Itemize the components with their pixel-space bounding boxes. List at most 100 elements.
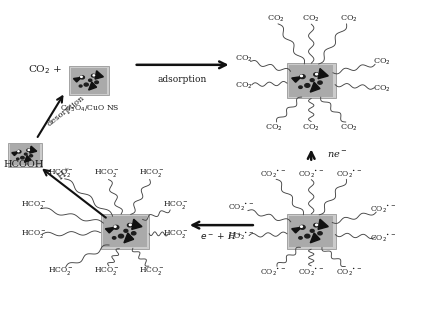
Circle shape (93, 75, 95, 76)
Circle shape (300, 225, 305, 229)
Circle shape (18, 151, 19, 152)
Text: CO$_2$$^{\bullet-}$: CO$_2$$^{\bullet-}$ (336, 266, 362, 278)
Polygon shape (124, 233, 134, 243)
Text: CO$_2$: CO$_2$ (235, 53, 253, 64)
Circle shape (114, 226, 116, 227)
Circle shape (80, 76, 85, 79)
Text: HCO$_2^-$: HCO$_2^-$ (94, 168, 120, 180)
Text: desorption: desorption (46, 94, 87, 128)
Circle shape (318, 232, 322, 235)
FancyBboxPatch shape (287, 63, 336, 99)
Text: CO$_2$: CO$_2$ (340, 122, 358, 133)
Circle shape (84, 83, 88, 86)
Circle shape (316, 73, 318, 75)
Polygon shape (310, 82, 320, 92)
Polygon shape (89, 82, 97, 90)
Text: CO$_2$: CO$_2$ (373, 56, 391, 67)
Text: Co$_3$O$_4$/CuO NS: Co$_3$O$_4$/CuO NS (60, 103, 119, 114)
Circle shape (299, 237, 302, 239)
Text: HCO$_2^-$: HCO$_2^-$ (163, 200, 189, 212)
Text: CO$_2$$^{\bullet-}$: CO$_2$$^{\bullet-}$ (336, 168, 362, 180)
Circle shape (127, 223, 132, 227)
Polygon shape (318, 219, 328, 229)
FancyBboxPatch shape (289, 216, 333, 247)
Text: CO$_2$$^{\bullet-}$: CO$_2$$^{\bullet-}$ (370, 232, 396, 244)
Circle shape (314, 223, 319, 227)
Text: CO$_2$$^{\bullet-}$: CO$_2$$^{\bullet-}$ (228, 202, 254, 213)
Polygon shape (73, 77, 81, 82)
Polygon shape (292, 77, 301, 82)
FancyBboxPatch shape (289, 65, 333, 97)
Circle shape (29, 155, 32, 157)
Circle shape (113, 225, 119, 229)
Circle shape (314, 73, 319, 76)
Circle shape (316, 224, 318, 225)
Polygon shape (12, 152, 18, 156)
Circle shape (92, 74, 95, 77)
Polygon shape (132, 219, 142, 229)
Text: CO$_2$: CO$_2$ (340, 13, 358, 24)
FancyBboxPatch shape (10, 144, 40, 166)
Text: CO$_2$: CO$_2$ (373, 84, 391, 94)
Text: HCO$_2^-$: HCO$_2^-$ (21, 229, 47, 241)
Polygon shape (292, 227, 301, 233)
Circle shape (305, 84, 310, 87)
Text: CO$_2$$^{\bullet-}$: CO$_2$$^{\bullet-}$ (260, 266, 287, 278)
FancyBboxPatch shape (101, 214, 150, 249)
Circle shape (79, 85, 82, 87)
Circle shape (95, 81, 98, 84)
Text: CO$_2$ +: CO$_2$ + (28, 63, 62, 76)
Text: CO$_2$: CO$_2$ (267, 13, 285, 24)
Circle shape (300, 75, 303, 77)
Polygon shape (24, 156, 31, 162)
Text: $e^-$ + H$^+$: $e^-$ + H$^+$ (200, 231, 243, 242)
Circle shape (310, 79, 314, 81)
Circle shape (16, 158, 19, 160)
Polygon shape (318, 69, 328, 79)
Text: CO$_2$$^{\bullet-}$: CO$_2$$^{\bullet-}$ (260, 168, 287, 180)
Circle shape (310, 229, 314, 232)
Text: CO$_2$$^{\bullet-}$: CO$_2$$^{\bullet-}$ (370, 203, 396, 215)
Circle shape (299, 86, 302, 89)
Text: CO$_2$: CO$_2$ (265, 122, 283, 133)
Text: HCO$_2^-$: HCO$_2^-$ (163, 229, 189, 241)
Text: HCO$_2^-$: HCO$_2^-$ (138, 168, 165, 180)
Circle shape (129, 224, 131, 225)
Circle shape (118, 234, 124, 238)
FancyBboxPatch shape (72, 68, 107, 94)
Text: CO$_2$$^{\bullet-}$: CO$_2$$^{\bullet-}$ (228, 231, 254, 242)
FancyBboxPatch shape (69, 66, 109, 95)
Text: CO$_2$$^{\bullet-}$: CO$_2$$^{\bullet-}$ (298, 168, 324, 180)
Circle shape (81, 76, 82, 77)
Circle shape (300, 226, 303, 227)
Circle shape (27, 149, 30, 151)
Circle shape (113, 237, 116, 239)
Polygon shape (95, 71, 103, 79)
Circle shape (28, 149, 29, 150)
Circle shape (318, 81, 322, 84)
Circle shape (21, 156, 24, 159)
Text: ne$^-$: ne$^-$ (327, 149, 347, 160)
Text: HCOOH: HCOOH (3, 160, 43, 169)
Circle shape (17, 150, 21, 153)
FancyBboxPatch shape (287, 214, 336, 249)
Text: HCO$_2^-$: HCO$_2^-$ (138, 266, 165, 278)
Polygon shape (30, 146, 37, 153)
Text: CO$_2$: CO$_2$ (235, 80, 253, 91)
Text: HCO$_2^-$: HCO$_2^-$ (94, 266, 120, 278)
Circle shape (305, 234, 310, 238)
FancyBboxPatch shape (8, 143, 42, 166)
Text: CO$_2$: CO$_2$ (302, 13, 320, 24)
Polygon shape (105, 227, 115, 233)
Circle shape (300, 75, 305, 79)
Text: HCO$_2^-$: HCO$_2^-$ (21, 200, 47, 212)
Text: H$^+$: H$^+$ (54, 164, 74, 183)
Polygon shape (310, 233, 320, 243)
Circle shape (124, 229, 128, 232)
Circle shape (131, 232, 136, 235)
Text: HCO$_2^-$: HCO$_2^-$ (48, 266, 73, 278)
Text: CO$_2$: CO$_2$ (302, 122, 320, 133)
Circle shape (24, 153, 27, 155)
Circle shape (89, 79, 92, 81)
Text: CO$_2$$^{\bullet-}$: CO$_2$$^{\bullet-}$ (298, 266, 324, 278)
